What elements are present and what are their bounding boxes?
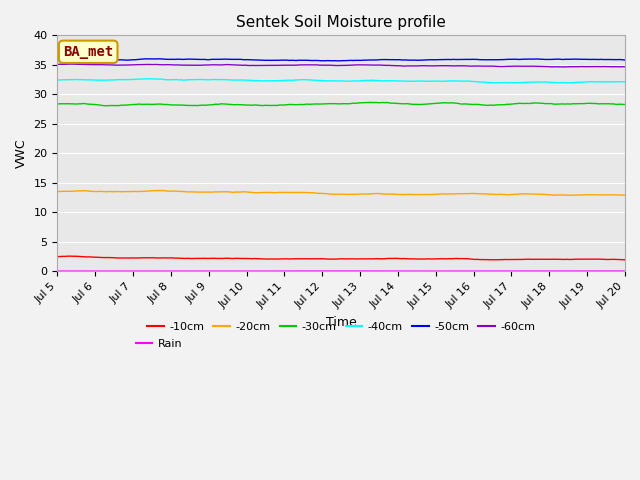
Y-axis label: VWC: VWC (15, 139, 28, 168)
X-axis label: Time: Time (326, 316, 356, 329)
Legend: Rain: Rain (131, 334, 187, 353)
Title: Sentek Soil Moisture profile: Sentek Soil Moisture profile (236, 15, 446, 30)
Text: BA_met: BA_met (63, 45, 113, 59)
